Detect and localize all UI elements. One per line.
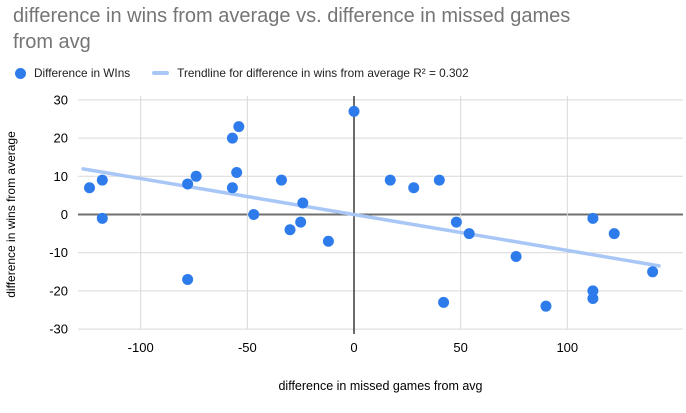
- chart-title-line2: from avg: [13, 31, 91, 53]
- data-point[interactable]: [408, 182, 420, 194]
- data-point[interactable]: [608, 228, 620, 240]
- legend-item-trendline[interactable]: Trendline for difference in wins from av…: [152, 66, 469, 80]
- trendline-swatch-icon: [152, 71, 170, 75]
- data-point[interactable]: [284, 224, 296, 236]
- x-tick-label: -50: [238, 340, 257, 355]
- y-tick-label: 20: [54, 131, 68, 146]
- data-point[interactable]: [96, 212, 108, 224]
- data-point[interactable]: [647, 266, 659, 278]
- x-tick-label: 0: [350, 340, 357, 355]
- data-point[interactable]: [322, 235, 334, 247]
- data-point[interactable]: [297, 197, 309, 209]
- data-point[interactable]: [450, 216, 462, 228]
- data-point[interactable]: [587, 293, 599, 305]
- data-point[interactable]: [433, 174, 445, 186]
- data-point[interactable]: [84, 182, 96, 194]
- x-tick-label: -100: [128, 340, 154, 355]
- data-point[interactable]: [463, 228, 475, 240]
- x-tick-label: 50: [453, 340, 467, 355]
- data-point[interactable]: [233, 121, 245, 133]
- x-tick-label: 100: [556, 340, 578, 355]
- data-point[interactable]: [348, 105, 360, 117]
- data-point[interactable]: [587, 285, 599, 297]
- x-axis-title: difference in missed games from avg: [278, 379, 482, 393]
- y-tick-label: -10: [49, 245, 68, 260]
- y-tick-label: -30: [49, 322, 68, 337]
- data-point[interactable]: [540, 300, 552, 312]
- data-point[interactable]: [231, 166, 243, 178]
- data-point[interactable]: [438, 296, 450, 308]
- chart-title-line1: difference in wins from average vs. diff…: [13, 5, 571, 27]
- y-tick-label: 10: [54, 169, 68, 184]
- legend-series-label: Difference in WIns: [34, 66, 131, 80]
- series-dot-icon: [15, 67, 26, 79]
- data-point[interactable]: [510, 251, 522, 263]
- legend-item-series[interactable]: Difference in WIns: [15, 66, 130, 80]
- data-point[interactable]: [226, 182, 238, 194]
- data-point[interactable]: [182, 178, 194, 190]
- data-point[interactable]: [587, 212, 599, 224]
- y-tick-label: 30: [54, 92, 68, 107]
- data-point[interactable]: [384, 174, 396, 186]
- data-point[interactable]: [275, 174, 287, 186]
- y-tick-label: -20: [49, 283, 68, 298]
- data-point[interactable]: [182, 273, 194, 285]
- data-point[interactable]: [248, 209, 260, 220]
- legend-trendline-label: Trendline for difference in wins from av…: [177, 66, 469, 80]
- y-tick-label: 0: [61, 207, 68, 222]
- data-point[interactable]: [226, 132, 238, 144]
- chart-title: difference in wins from average vs. diff…: [13, 3, 673, 55]
- y-axis-title: difference in wins from average: [4, 131, 18, 298]
- data-point[interactable]: [295, 216, 307, 228]
- data-point[interactable]: [190, 170, 202, 182]
- chart-legend: Difference in WIns Trendline for differe…: [15, 65, 469, 81]
- trendline: [81, 167, 661, 268]
- data-point[interactable]: [96, 174, 108, 186]
